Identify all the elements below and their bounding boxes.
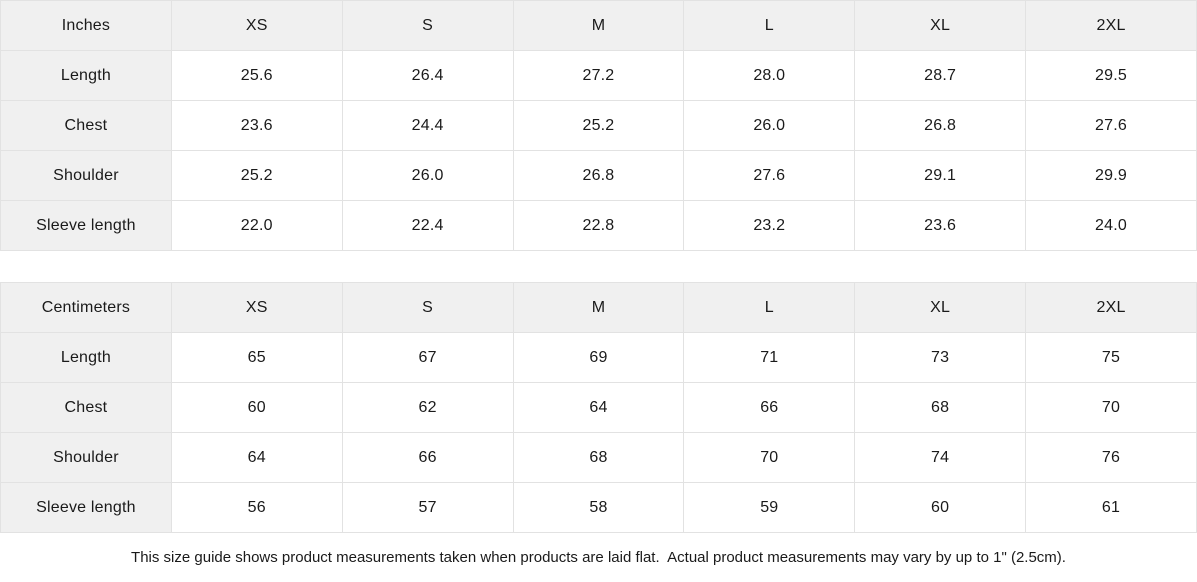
- row-label: Length: [0, 332, 172, 383]
- size-value-cell: 56: [170, 482, 343, 533]
- size-value-cell: 25.2: [170, 150, 343, 201]
- row-label: Sleeve length: [0, 200, 172, 251]
- inches-unit-header: Inches: [0, 0, 172, 51]
- size-value-cell: 27.6: [1025, 100, 1197, 151]
- centimeters-row-length: Length 65 67 69 71 73 75: [0, 332, 1197, 383]
- table-gap-spacer: [0, 251, 1197, 282]
- size-value-cell: 70: [683, 432, 856, 483]
- size-value-cell: 60: [170, 382, 343, 433]
- size-value-cell: 75: [1025, 332, 1197, 383]
- centimeters-col-header-l: L: [683, 282, 856, 333]
- row-label: Shoulder: [0, 150, 172, 201]
- centimeters-col-header-2xl: 2XL: [1025, 282, 1197, 333]
- centimeters-size-table: Centimeters XS S M L XL 2XL Length 65 67…: [0, 282, 1197, 533]
- footer-note-row: This size guide shows product measuremen…: [0, 533, 1197, 582]
- size-value-cell: 22.8: [512, 200, 685, 251]
- centimeters-col-header-xl: XL: [854, 282, 1027, 333]
- size-value-cell: 62: [341, 382, 514, 433]
- size-value-cell: 68: [854, 382, 1027, 433]
- centimeters-col-header-m: M: [512, 282, 685, 333]
- size-value-cell: 64: [512, 382, 685, 433]
- size-value-cell: 70: [1025, 382, 1197, 433]
- centimeters-unit-header: Centimeters: [0, 282, 172, 333]
- size-value-cell: 28.0: [683, 50, 856, 101]
- inches-row-shoulder: Shoulder 25.2 26.0 26.8 27.6 29.1 29.9: [0, 150, 1197, 201]
- size-value-cell: 29.5: [1025, 50, 1197, 101]
- size-value-cell: 26.0: [683, 100, 856, 151]
- size-value-cell: 23.6: [854, 200, 1027, 251]
- size-value-cell: 23.6: [170, 100, 343, 151]
- inches-row-sleeve-length: Sleeve length 22.0 22.4 22.8 23.2 23.6 2…: [0, 200, 1197, 251]
- size-value-cell: 58: [512, 482, 685, 533]
- centimeters-row-sleeve-length: Sleeve length 56 57 58 59 60 61: [0, 482, 1197, 533]
- size-value-cell: 26.8: [512, 150, 685, 201]
- inches-col-header-2xl: 2XL: [1025, 0, 1197, 51]
- inches-row-chest: Chest 23.6 24.4 25.2 26.0 26.8 27.6: [0, 100, 1197, 151]
- inches-size-table: Inches XS S M L XL 2XL Length 25.6 26.4 …: [0, 0, 1197, 251]
- size-value-cell: 27.2: [512, 50, 685, 101]
- size-value-cell: 24.0: [1025, 200, 1197, 251]
- size-value-cell: 69: [512, 332, 685, 383]
- size-value-cell: 25.6: [170, 50, 343, 101]
- size-value-cell: 61: [1025, 482, 1197, 533]
- size-value-cell: 57: [341, 482, 514, 533]
- size-value-cell: 26.4: [341, 50, 514, 101]
- size-value-cell: 67: [341, 332, 514, 383]
- size-value-cell: 60: [854, 482, 1027, 533]
- size-value-cell: 59: [683, 482, 856, 533]
- inches-header-row: Inches XS S M L XL 2XL: [0, 0, 1197, 51]
- size-value-cell: 26.0: [341, 150, 514, 201]
- centimeters-col-header-xs: XS: [170, 282, 343, 333]
- inches-row-length: Length 25.6 26.4 27.2 28.0 28.7 29.5: [0, 50, 1197, 101]
- centimeters-col-header-s: S: [341, 282, 514, 333]
- inches-col-header-xl: XL: [854, 0, 1027, 51]
- inches-col-header-l: L: [683, 0, 856, 51]
- row-label: Chest: [0, 382, 172, 433]
- centimeters-row-shoulder: Shoulder 64 66 68 70 74 76: [0, 432, 1197, 483]
- size-value-cell: 68: [512, 432, 685, 483]
- size-value-cell: 65: [170, 332, 343, 383]
- size-value-cell: 28.7: [854, 50, 1027, 101]
- size-value-cell: 29.1: [854, 150, 1027, 201]
- size-value-cell: 71: [683, 332, 856, 383]
- size-value-cell: 66: [683, 382, 856, 433]
- inches-col-header-m: M: [512, 0, 685, 51]
- centimeters-header-row: Centimeters XS S M L XL 2XL: [0, 282, 1197, 333]
- size-value-cell: 23.2: [683, 200, 856, 251]
- size-guide-disclaimer: This size guide shows product measuremen…: [131, 549, 1066, 566]
- inches-col-header-xs: XS: [170, 0, 343, 51]
- size-value-cell: 29.9: [1025, 150, 1197, 201]
- size-value-cell: 64: [170, 432, 343, 483]
- size-value-cell: 22.4: [341, 200, 514, 251]
- row-label: Sleeve length: [0, 482, 172, 533]
- size-value-cell: 24.4: [341, 100, 514, 151]
- centimeters-row-chest: Chest 60 62 64 66 68 70: [0, 382, 1197, 433]
- row-label: Shoulder: [0, 432, 172, 483]
- row-label: Chest: [0, 100, 172, 151]
- size-value-cell: 74: [854, 432, 1027, 483]
- row-label: Length: [0, 50, 172, 101]
- size-value-cell: 22.0: [170, 200, 343, 251]
- inches-col-header-s: S: [341, 0, 514, 51]
- size-value-cell: 73: [854, 332, 1027, 383]
- size-value-cell: 26.8: [854, 100, 1027, 151]
- size-value-cell: 66: [341, 432, 514, 483]
- size-value-cell: 27.6: [683, 150, 856, 201]
- size-value-cell: 76: [1025, 432, 1197, 483]
- size-value-cell: 25.2: [512, 100, 685, 151]
